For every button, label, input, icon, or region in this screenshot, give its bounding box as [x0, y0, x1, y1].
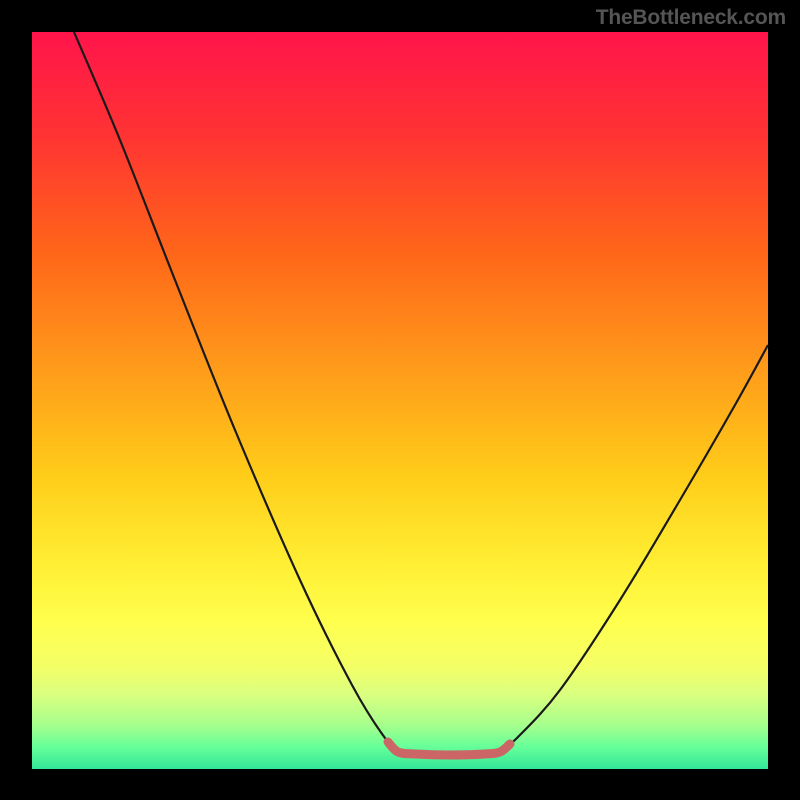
plot-background	[32, 32, 768, 769]
watermark-text: TheBottleneck.com	[596, 6, 786, 30]
chart-container: TheBottleneck.com	[0, 0, 800, 800]
chart-svg	[0, 0, 800, 800]
